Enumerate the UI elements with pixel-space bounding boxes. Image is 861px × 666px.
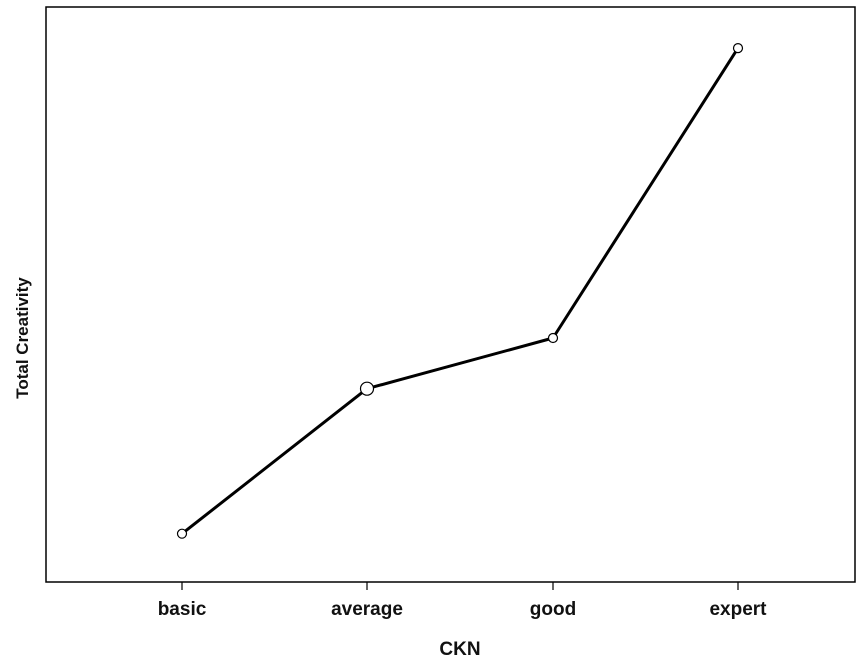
series-group bbox=[181, 47, 740, 535]
plot-area-border bbox=[45, 6, 856, 583]
x-axis-title: CKN bbox=[439, 639, 480, 660]
x-tick-label-expert: expert bbox=[709, 599, 767, 620]
y-axis-title: Total Creativity bbox=[13, 277, 32, 399]
x-tick-label-basic: basic bbox=[158, 599, 207, 620]
x-axis-tick-labels: basic average good expert bbox=[158, 599, 767, 620]
plot-frame bbox=[45, 6, 856, 583]
x-tick-label-average: average bbox=[331, 599, 403, 620]
data-point-good bbox=[547, 332, 559, 344]
data-points bbox=[176, 42, 744, 539]
data-point-expert bbox=[732, 42, 744, 54]
x-tick-label-good: good bbox=[530, 599, 576, 620]
series-line-0 bbox=[181, 47, 740, 535]
data-point-average bbox=[359, 381, 375, 396]
x-axis-ticks bbox=[181, 582, 739, 590]
data-point-basic bbox=[176, 528, 188, 539]
